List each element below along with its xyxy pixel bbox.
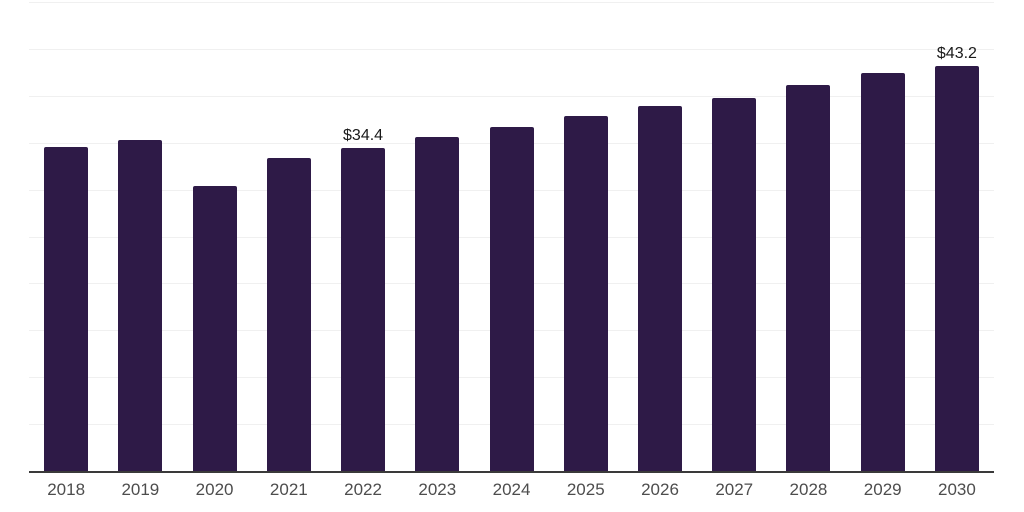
x-tick-2030: 2030: [938, 480, 976, 499]
bar-cell-2023: [400, 2, 474, 471]
x-tick-2028: 2028: [789, 480, 828, 499]
gridline-45: [29, 48, 994, 50]
bar-2025: [563, 116, 608, 471]
x-tick-2025: 2025: [566, 480, 605, 499]
bar-2029: [860, 73, 905, 471]
bar-2021: [266, 157, 311, 471]
data-label-2022: $34.4: [343, 127, 384, 145]
bar-2018: [44, 147, 89, 471]
bars-layer: $34.4 $43.2: [29, 2, 994, 471]
bar-cell-2020: [177, 2, 251, 471]
data-label-2030: $43.2: [936, 44, 977, 62]
bar-2024: [489, 126, 534, 471]
bar-cell-2021: [252, 2, 326, 471]
bar-cell-2019: [103, 2, 177, 471]
bar-2030: $43.2: [934, 45, 979, 471]
bar-cell-2028: [771, 2, 845, 471]
x-axis-tick-labels: 2018 2019 2020 2021 2022 2023 2024 2025 2026 2027…: [29, 481, 994, 498]
bar-cell-2025: [549, 2, 623, 471]
bar-cell-2030: $43.2: [920, 2, 994, 471]
x-tick-2027: 2027: [715, 480, 754, 499]
plot-area: $34.4 $43.2: [29, 2, 994, 473]
x-tick-2026: 2026: [641, 480, 679, 499]
x-tick-2022: 2022: [344, 480, 382, 499]
bar-2027: [712, 97, 757, 471]
x-tick-2021: 2021: [269, 480, 308, 499]
bar-2019: [118, 139, 163, 471]
x-tick-2023: 2023: [418, 480, 457, 499]
x-tick-2019: 2019: [121, 480, 160, 499]
x-tick-2024: 2024: [492, 480, 531, 499]
bar-cell-2026: [623, 2, 697, 471]
x-tick-2018: 2018: [47, 480, 86, 499]
gridline-50: [29, 2, 994, 3]
x-tick-2020: 2020: [195, 480, 234, 499]
bar-2023: [415, 137, 460, 471]
bar-2022: $34.4: [341, 128, 386, 471]
bar-cell-2029: [846, 2, 920, 471]
bar-2028: [786, 84, 831, 471]
bar-2020: [192, 185, 237, 471]
bar-cell-2027: [697, 2, 771, 471]
gridline-40: [29, 95, 994, 97]
bar-cell-2022: $34.4: [326, 2, 400, 471]
bar-cell-2024: [474, 2, 548, 471]
x-tick-2029: 2029: [863, 480, 902, 499]
bar-cell-2018: [29, 2, 103, 471]
bar-2026: [637, 106, 682, 471]
